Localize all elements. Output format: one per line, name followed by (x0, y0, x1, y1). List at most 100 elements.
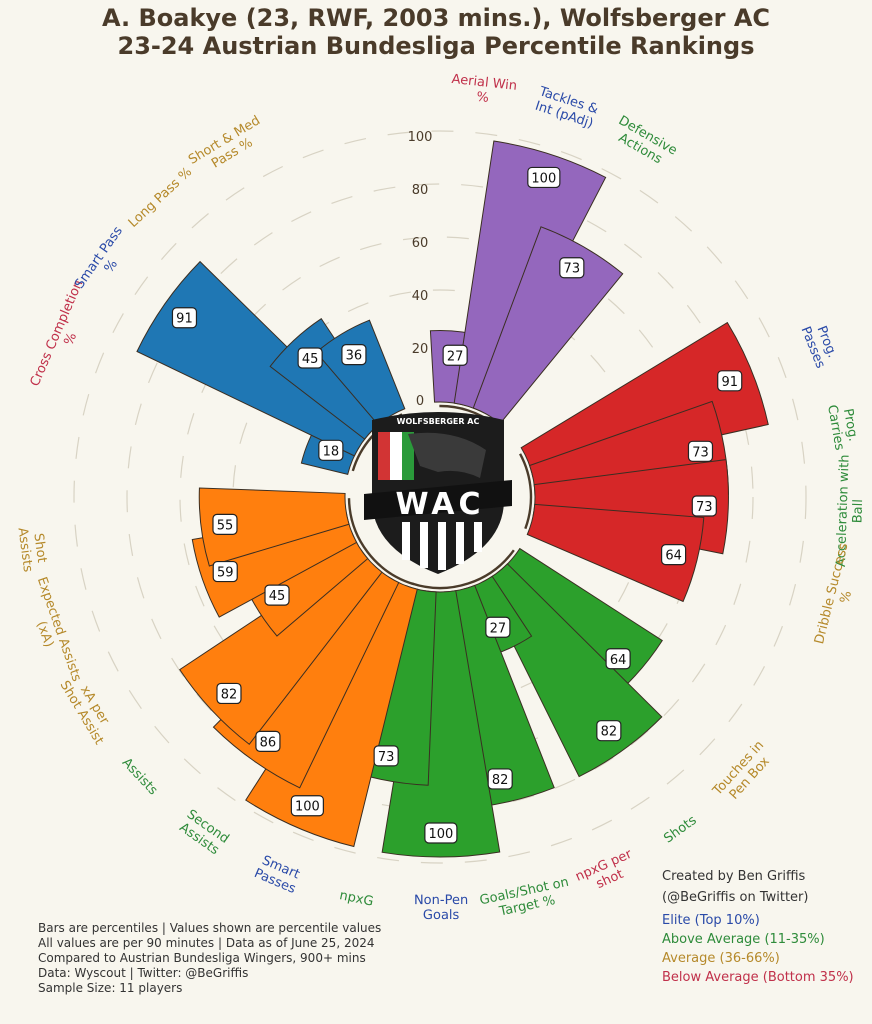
category-label: Aerial Win% (449, 72, 518, 109)
svg-text:73: 73 (692, 445, 709, 460)
svg-text:Expected Assists(xA): Expected Assists(xA) (20, 575, 84, 688)
category-label: SecondAssists (176, 807, 231, 858)
group-arc-shooting (411, 549, 515, 590)
svg-text:91: 91 (176, 312, 193, 327)
club-crest-logo: WOLFSBERGER AC WAC (364, 412, 512, 574)
value-label: 100 (527, 166, 561, 189)
svg-text:91: 91 (721, 375, 738, 390)
chart-title-line2: 23-24 Austrian Bundesliga Percentile Ran… (117, 32, 755, 60)
value-label: 73 (559, 257, 585, 279)
note-line: Compared to Austrian Bundesliga Wingers,… (38, 951, 366, 965)
gridline-circle (73, 130, 807, 864)
radial-tick-label: 20 (412, 342, 429, 357)
bar-dribble-success- (526, 503, 705, 603)
category-label: npxG (338, 888, 375, 910)
svg-text:Prog.Carries: Prog.Carries (824, 401, 862, 452)
footer-notes: Bars are percentiles | Values shown are … (38, 921, 381, 996)
radial-tick-label: 40 (412, 289, 429, 304)
legend-elite: Elite (Top 10%) (662, 913, 760, 928)
value-label: 86 (255, 730, 281, 752)
svg-text:59: 59 (217, 566, 234, 581)
svg-text:18: 18 (323, 444, 340, 459)
svg-text:Long Pass %: Long Pass % (126, 165, 195, 231)
svg-text:27: 27 (490, 621, 507, 636)
value-label: 73 (373, 745, 399, 767)
svg-text:100: 100 (295, 800, 320, 815)
svg-text:36: 36 (346, 349, 363, 364)
note-line: All values are per 90 minutes | Data as … (38, 936, 375, 950)
crest-top-text: WOLFSBERGER AC (397, 417, 480, 426)
legend-above-average: Above Average (11-35%) (662, 932, 825, 947)
value-label: 55 (212, 513, 238, 535)
value-label: 82 (487, 768, 513, 790)
svg-text:82: 82 (601, 725, 618, 740)
svg-text:73: 73 (564, 262, 581, 277)
svg-text:Aerial Win%: Aerial Win% (449, 72, 518, 109)
credit-author: Created by Ben Griffis (662, 869, 806, 884)
svg-text:Shots: Shots (661, 813, 699, 847)
category-label: Prog.Carries (824, 401, 862, 452)
radial-tick-label: 60 (412, 236, 429, 251)
svg-text:Assists: Assists (119, 755, 161, 798)
svg-text:73: 73 (378, 750, 395, 765)
value-labels: 27 100 73 91 73 73 64 64 82 27 82 100 73 100 86 82 45 59 5… (171, 166, 743, 844)
value-label: 59 (212, 560, 238, 583)
svg-text:73: 73 (696, 500, 713, 515)
svg-text:100: 100 (531, 171, 556, 186)
value-label: 82 (216, 682, 242, 705)
value-label: 82 (596, 720, 622, 742)
value-label: 73 (691, 495, 717, 517)
svg-text:npxG: npxG (338, 888, 375, 910)
bar-non-pen-goals (381, 590, 501, 858)
legend-below-average: Below Average (Bottom 35%) (662, 970, 854, 985)
category-label: DefensiveActions (616, 113, 680, 167)
category-label: SmartPasses (252, 853, 302, 897)
svg-text:86: 86 (260, 735, 277, 750)
svg-text:Dribble Success%: Dribble Success% (812, 541, 866, 649)
radial-tick-labels: 0 20 40 60 80 100 (408, 130, 433, 409)
category-label: Prog.Passes (798, 324, 840, 371)
category-label: Assists (119, 755, 161, 798)
value-label: 91 (717, 370, 743, 392)
legend: Elite (Top 10%) Above Average (11-35%) A… (662, 911, 854, 987)
value-label: 64 (605, 648, 631, 670)
credit-twitter: (@BeGriffis on Twitter) (662, 890, 809, 905)
svg-text:ShotAssists: ShotAssists (15, 525, 50, 573)
svg-text:Short & MedPass %: Short & MedPass % (186, 113, 271, 180)
svg-text:Touches inPen Box: Touches inPen Box (710, 738, 779, 809)
value-label: 27 (442, 344, 468, 366)
svg-text:Acceleration withBall: Acceleration withBall (834, 454, 868, 567)
value-label: 27 (485, 616, 511, 638)
category-label: Tackles &Int (pAdj) (533, 84, 600, 132)
bar-shot-assists (198, 487, 350, 567)
category-label: Dribble Success% (812, 541, 866, 649)
category-label: Shots (661, 813, 699, 847)
svg-text:64: 64 (665, 549, 682, 564)
value-label: 36 (341, 343, 367, 366)
value-label: 100 (290, 795, 324, 817)
category-label: Non-Pen Goals (414, 893, 468, 923)
value-label: 45 (264, 584, 290, 606)
svg-text:64: 64 (610, 653, 627, 668)
radial-tick-label: 80 (412, 183, 429, 198)
group-arc-creation (347, 498, 415, 586)
category-label: Touches inPen Box (710, 738, 779, 809)
radial-tick-label: 0 (416, 394, 424, 409)
category-label: Long Pass % (126, 165, 195, 231)
svg-text:45: 45 (269, 589, 286, 604)
category-label: Smart Pass% (72, 224, 126, 292)
credit-block: Created by Ben Griffis (@BeGriffis on Tw… (662, 866, 854, 987)
chart-title-line1: A. Boakye (23, RWF, 2003 mins.), Wolfsbe… (101, 4, 770, 32)
svg-text:Goals/Shot onTarget %: Goals/Shot onTarget % (478, 875, 573, 923)
value-label: 73 (687, 440, 714, 462)
value-label: 91 (171, 307, 198, 329)
value-label: 100 (424, 822, 458, 844)
note-line: Data: Wyscout | Twitter: @BeGriffis (38, 966, 249, 980)
value-label: 18 (318, 439, 344, 461)
category-label: Goals/Shot onTarget % (478, 875, 573, 923)
bar-defensive-actions (472, 226, 624, 425)
category-label: xA perShot Assist (57, 678, 112, 747)
group-arc-progression (519, 453, 533, 530)
category-label: ShotAssists (15, 525, 50, 573)
svg-text:100: 100 (428, 827, 453, 842)
